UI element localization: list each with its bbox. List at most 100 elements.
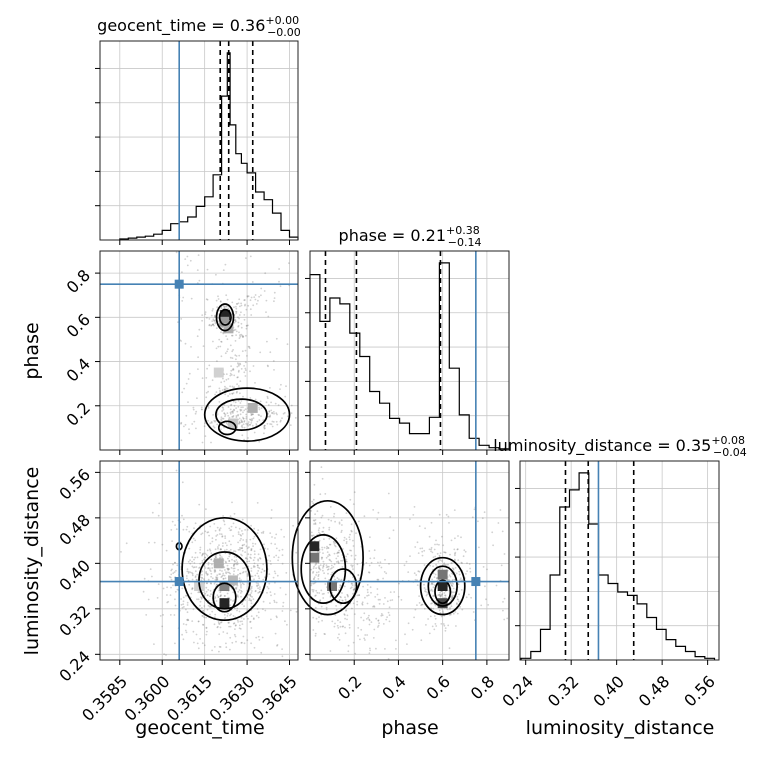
- sample-point: [439, 591, 441, 594]
- sample-point: [224, 595, 226, 597]
- sample-point: [215, 347, 218, 350]
- sample-point: [231, 385, 234, 388]
- sample-point: [195, 578, 198, 581]
- sample-point: [266, 340, 268, 343]
- sample-point: [207, 390, 210, 393]
- sample-point: [211, 537, 214, 540]
- sample-point: [275, 615, 278, 618]
- sample-point: [251, 413, 254, 415]
- sample-point: [268, 582, 271, 585]
- sample-point: [229, 572, 232, 575]
- sample-point: [198, 328, 201, 331]
- sample-point: [153, 541, 156, 544]
- sample-point: [246, 609, 249, 611]
- sample-point: [431, 583, 434, 586]
- sample-point: [429, 615, 432, 618]
- sample-point: [194, 412, 197, 415]
- sample-point: [206, 594, 209, 596]
- density-cell: [309, 552, 320, 563]
- sample-point: [200, 533, 203, 536]
- sample-point: [449, 607, 451, 609]
- sample-point: [320, 516, 323, 519]
- sample-point: [240, 616, 243, 619]
- sample-point: [244, 551, 247, 553]
- sample-point: [166, 601, 169, 604]
- sample-point: [431, 602, 434, 604]
- sample-point: [235, 355, 238, 357]
- sample-point: [268, 410, 271, 412]
- tick-label-x: 0.3585: [78, 672, 131, 725]
- sample-point: [348, 624, 351, 626]
- sample-point: [421, 554, 424, 557]
- sample-point: [227, 596, 230, 599]
- density-cell: [228, 575, 238, 586]
- sample-point: [240, 419, 243, 421]
- sample-point: [225, 561, 228, 564]
- sample-point: [215, 600, 218, 602]
- sample-point: [320, 466, 323, 468]
- sample-point: [233, 386, 236, 389]
- sample-point: [319, 532, 321, 535]
- sample-point: [268, 410, 271, 413]
- sample-point: [224, 577, 227, 580]
- sample-point: [194, 539, 197, 542]
- sample-point: [250, 314, 253, 316]
- sample-point: [229, 413, 232, 415]
- sample-point: [235, 559, 238, 561]
- density-cell: [437, 569, 448, 580]
- sample-point: [274, 402, 277, 405]
- sample-point: [323, 563, 325, 566]
- sample-point: [222, 631, 225, 633]
- sample-point: [194, 556, 197, 559]
- sample-point: [174, 598, 176, 601]
- sample-point: [229, 372, 232, 375]
- sample-point: [209, 589, 212, 592]
- sample-point: [199, 566, 201, 569]
- sample-point: [333, 541, 335, 543]
- sample-point: [194, 576, 197, 579]
- sample-point: [191, 560, 194, 563]
- sample-point: [245, 557, 248, 559]
- sample-point: [318, 539, 321, 542]
- sample-point: [249, 255, 252, 258]
- sample-point: [270, 409, 273, 412]
- sample-point: [241, 334, 244, 337]
- sample-point: [228, 416, 231, 419]
- sample-point: [359, 638, 361, 641]
- sample-point: [497, 522, 500, 524]
- sample-point: [289, 609, 292, 612]
- sample-point: [466, 570, 468, 572]
- sample-point: [338, 633, 340, 636]
- sample-point: [439, 612, 442, 614]
- sample-point: [438, 609, 441, 612]
- sample-point: [322, 565, 325, 567]
- sample-point: [321, 546, 323, 549]
- sample-point: [246, 547, 249, 549]
- sample-point: [250, 557, 252, 560]
- sample-point: [255, 303, 258, 305]
- sample-point: [383, 571, 386, 573]
- sample-point: [197, 254, 200, 256]
- sample-point: [366, 588, 369, 591]
- sample-point: [186, 618, 189, 621]
- sample-point: [194, 570, 197, 573]
- sample-point: [322, 552, 324, 554]
- sample-point: [189, 259, 192, 262]
- sample-point: [353, 588, 356, 590]
- sample-point: [317, 573, 320, 576]
- sample-point: [242, 635, 245, 638]
- sample-point: [253, 431, 256, 434]
- sample-point: [188, 547, 191, 550]
- sample-point: [213, 319, 216, 322]
- sample-point: [120, 551, 122, 553]
- sample-point: [216, 360, 218, 362]
- sample-point: [231, 357, 234, 359]
- sample-point: [222, 542, 224, 545]
- sample-point: [241, 582, 244, 585]
- sample-point: [201, 570, 204, 573]
- sample-point: [227, 378, 230, 380]
- sample-point: [229, 549, 232, 551]
- sample-point: [233, 565, 235, 567]
- tick-label-x: 0.6: [423, 672, 454, 703]
- sample-point: [327, 555, 329, 558]
